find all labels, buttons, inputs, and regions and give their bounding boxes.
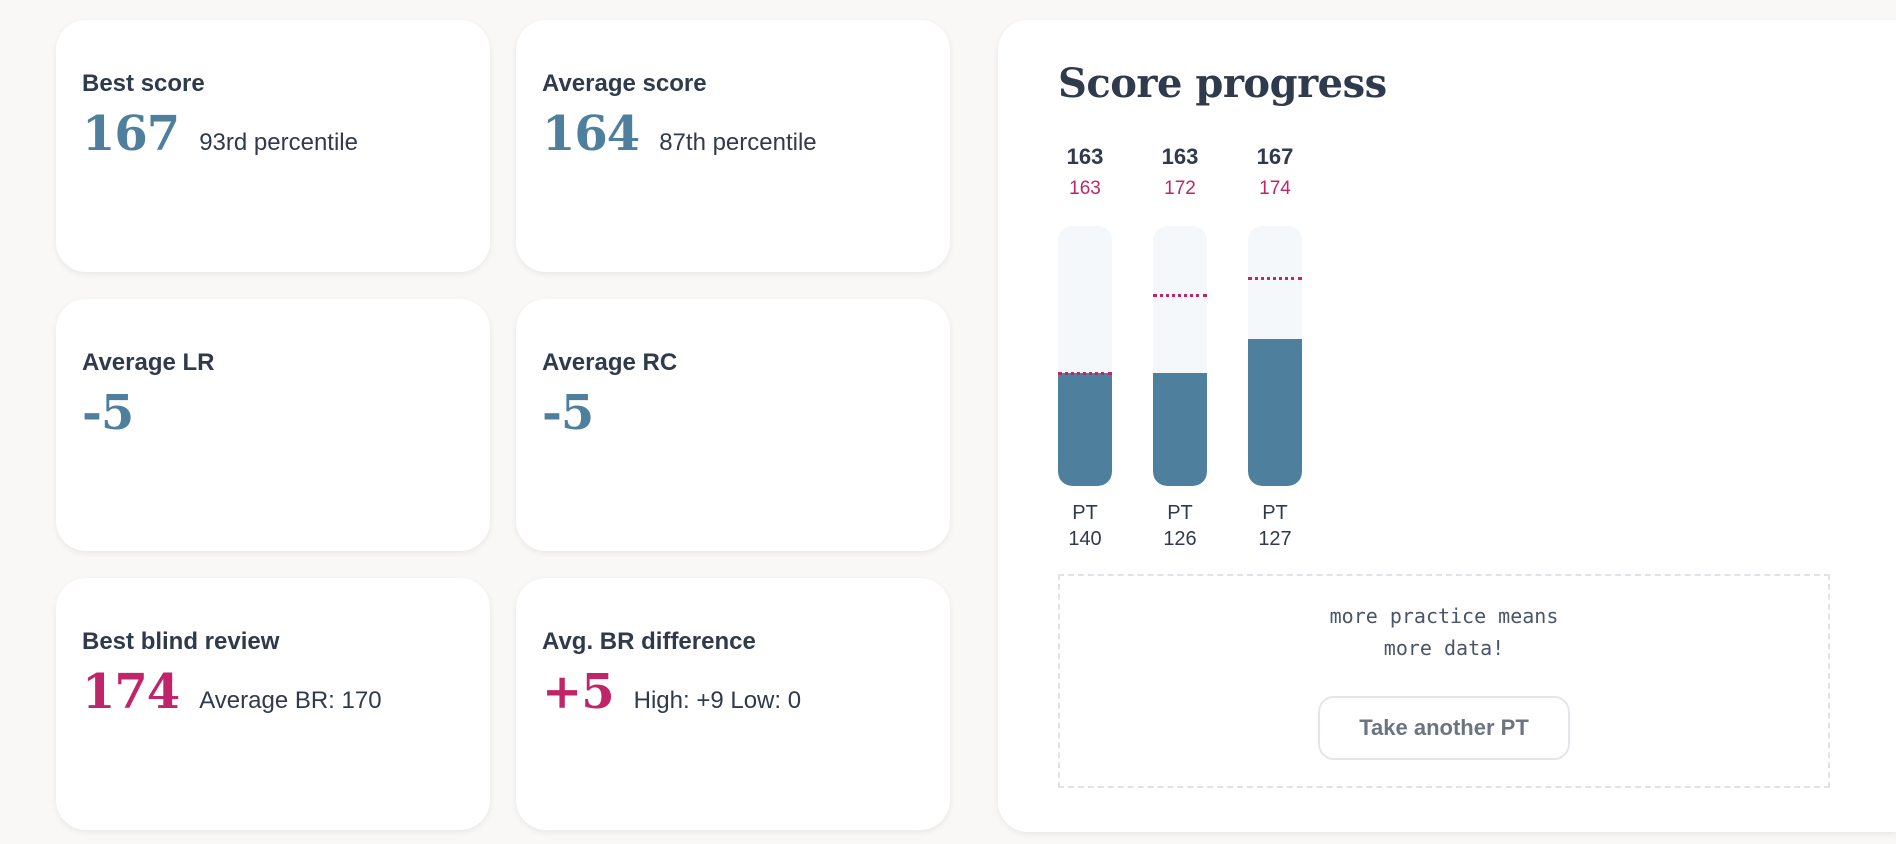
bar-pt-label: PT <box>1167 502 1193 524</box>
bar-score-fill <box>1153 373 1207 486</box>
bar-br-label: 163 <box>1069 178 1101 199</box>
encourage-line-2: more data! <box>1383 636 1505 660</box>
score-bar-pt-140[interactable]: 163 163 PT 140 <box>1058 142 1112 552</box>
best-score-percentile: 93rd percentile <box>199 129 358 156</box>
bar-br-marker <box>1248 277 1302 280</box>
score-progress-card: Score progress 163 163 PT 140 163 172 PT… <box>998 20 1896 832</box>
bar-score-fill <box>1248 338 1302 486</box>
best-blind-review-value: 174 <box>82 664 180 720</box>
bar-score-label: 163 <box>1066 144 1104 169</box>
bar-pt-number: 127 <box>1258 528 1292 550</box>
average-rc-title: Average RC <box>542 349 678 376</box>
bar-br-marker <box>1058 372 1112 376</box>
bar-track <box>1153 226 1207 486</box>
more-practice-box: more practice means more data! Take anot… <box>1058 574 1830 788</box>
bar-pt-label: PT <box>1072 502 1098 524</box>
avg-br-difference-value: +5 <box>542 664 615 720</box>
take-another-pt-button[interactable]: Take another PT <box>1318 696 1570 760</box>
score-bar-pt-126[interactable]: 163 172 PT 126 <box>1153 142 1207 552</box>
best-blind-review-title: Best blind review <box>82 628 280 655</box>
bar-pt-number: 140 <box>1068 528 1102 550</box>
best-score-value: 167 <box>82 106 180 162</box>
average-lr-card: Average LR -5 <box>56 299 490 551</box>
bar-score-fill <box>1058 373 1112 486</box>
bar-track <box>1058 226 1112 486</box>
bar-pt-label: PT <box>1262 502 1288 524</box>
bar-br-marker <box>1153 294 1207 298</box>
avg-br-difference-title: Avg. BR difference <box>542 628 756 655</box>
bar-br-label: 174 <box>1259 178 1291 199</box>
average-rc-card: Average RC -5 <box>516 299 950 551</box>
bar-br-label: 172 <box>1164 178 1196 199</box>
br-high-low-text: High: +9 Low: 0 <box>633 687 802 714</box>
average-lr-value: -5 <box>82 385 134 441</box>
bar-track <box>1248 226 1302 486</box>
average-score-percentile: 87th percentile <box>659 129 817 156</box>
best-blind-review-card: Best blind review 174 Average BR: 170 <box>56 578 490 830</box>
best-score-title: Best score <box>82 70 205 97</box>
score-bar-pt-127[interactable]: 167 174 PT 127 <box>1248 142 1302 552</box>
best-score-card: Best score 167 93rd percentile <box>56 20 490 272</box>
bar-pt-number: 126 <box>1163 528 1197 550</box>
bar-score-label: 163 <box>1161 144 1199 169</box>
avg-br-difference-card: Avg. BR difference +5 High: +9 Low: 0 <box>516 578 950 830</box>
average-lr-title: Average LR <box>82 349 215 376</box>
average-score-card: Average score 164 87th percentile <box>516 20 950 272</box>
encourage-line-1: more practice means <box>1329 604 1559 628</box>
average-br-text: Average BR: 170 <box>199 687 382 714</box>
average-score-title: Average score <box>542 70 707 97</box>
average-rc-value: -5 <box>542 385 594 441</box>
score-progress-title: Score progress <box>1058 60 1387 107</box>
bar-score-label: 167 <box>1256 144 1294 169</box>
average-score-value: 164 <box>542 106 640 162</box>
